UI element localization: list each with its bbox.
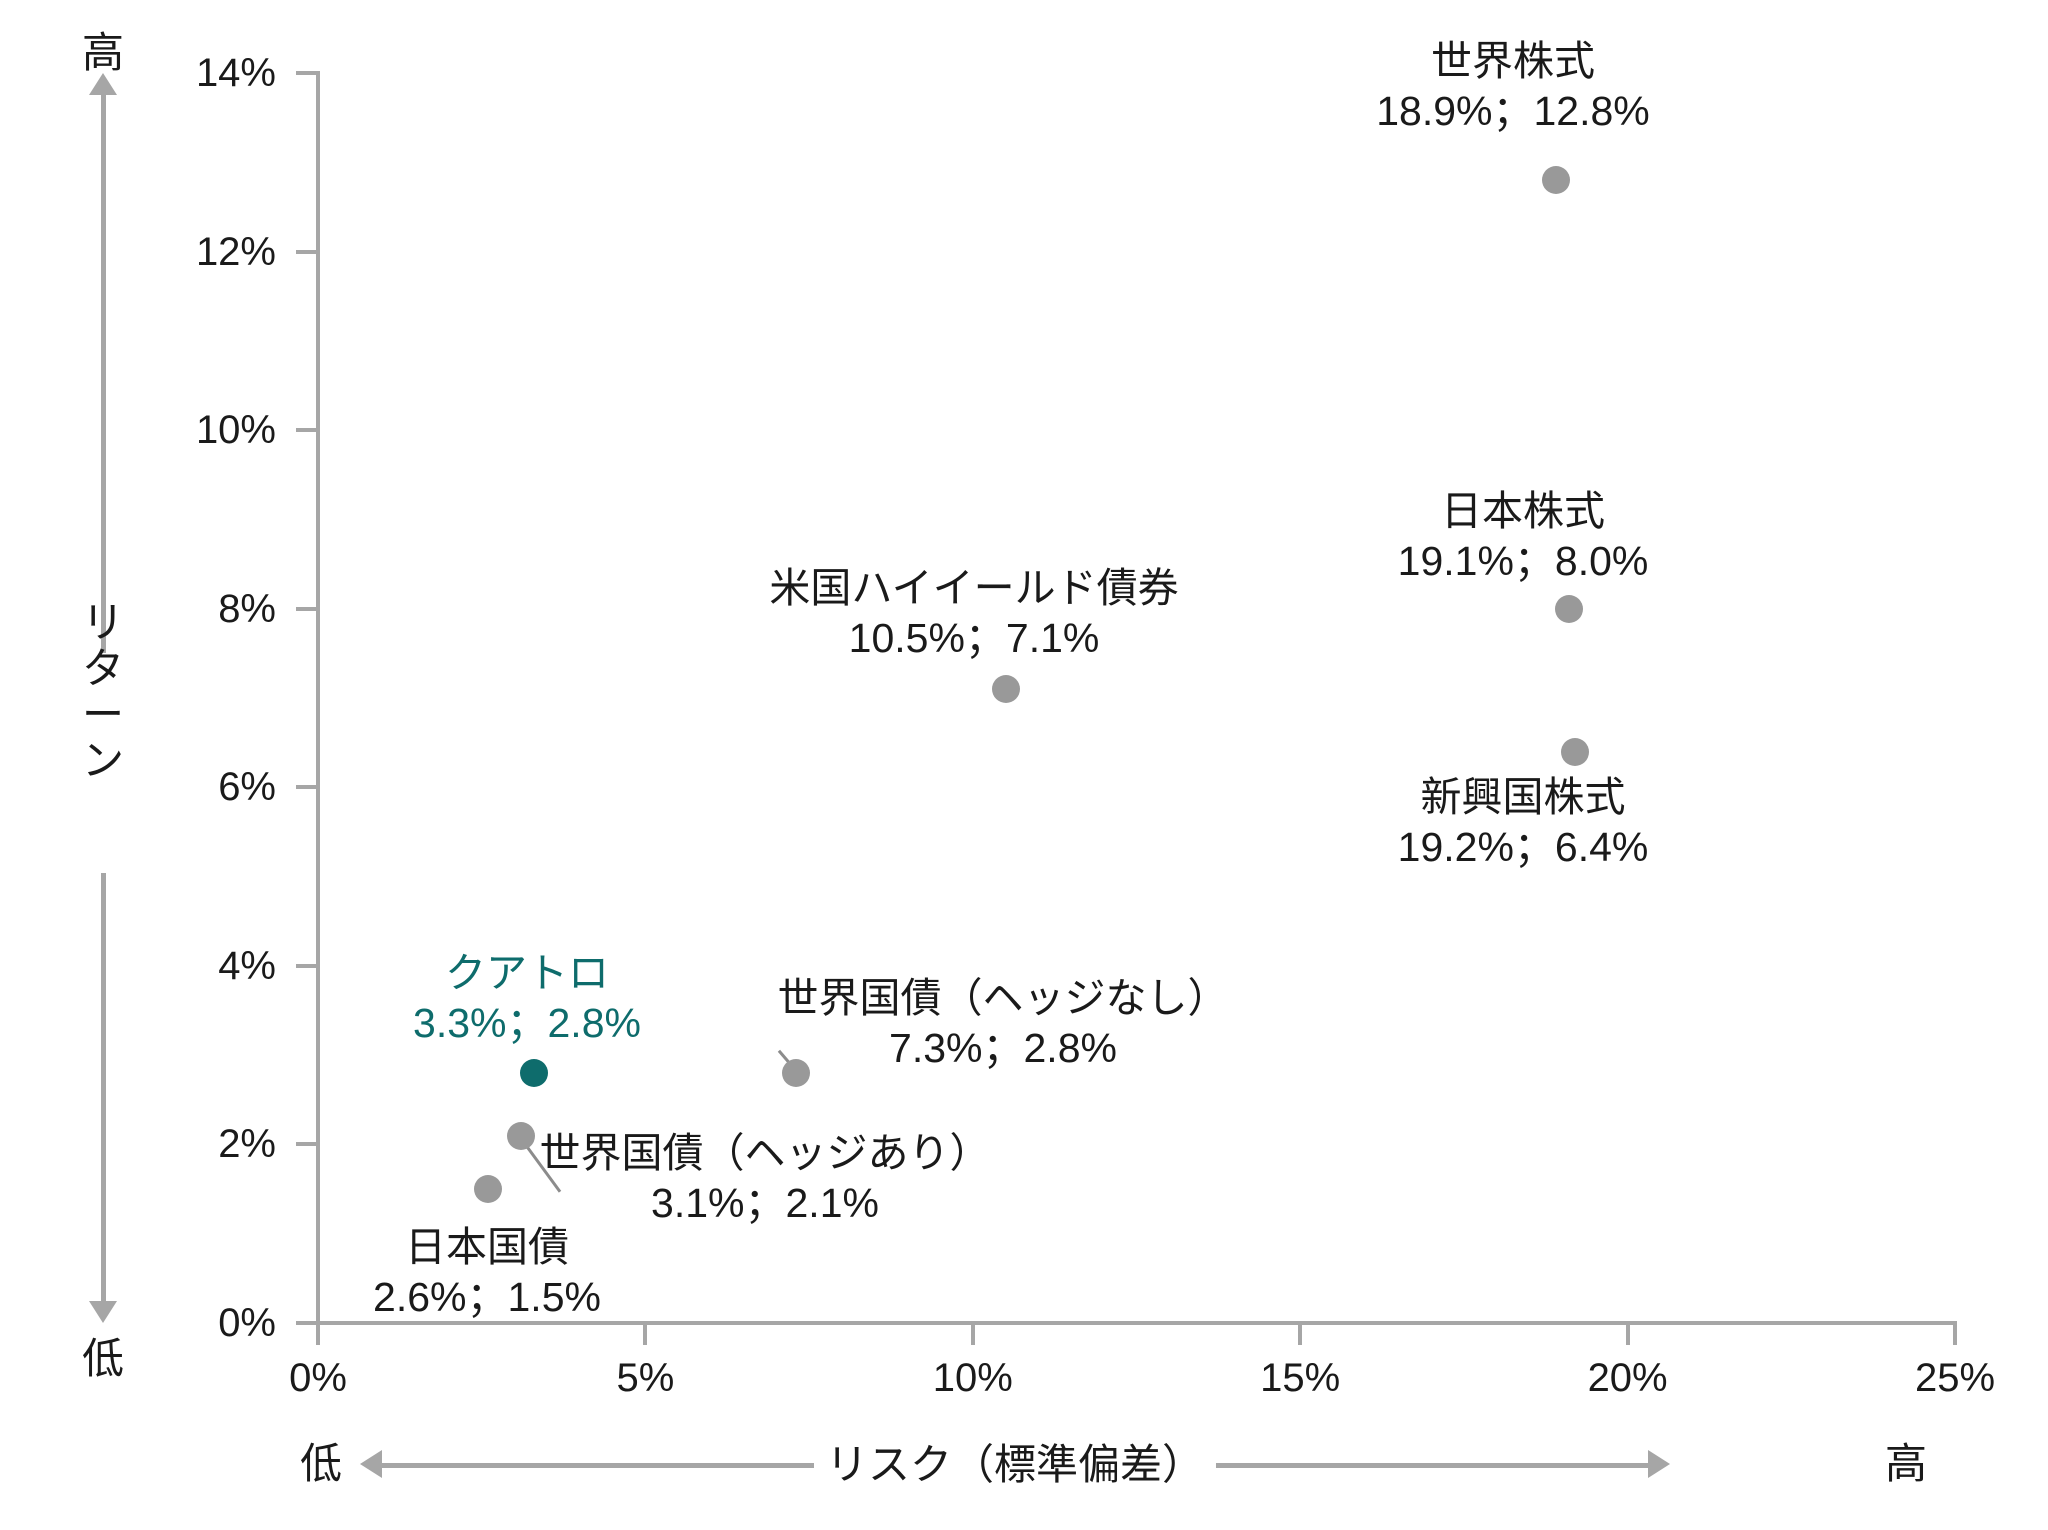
x-arrow-left-icon (360, 1450, 382, 1478)
x-axis-tick (970, 1323, 975, 1345)
data-point-value: 10.5%；7.1% (848, 615, 1100, 661)
data-point-value: 7.3%；2.8% (889, 1025, 1117, 1071)
x-axis-tick-label: 10% (932, 1356, 1013, 1400)
data-point-name: クアトロ (445, 950, 609, 996)
y-arrow-up-icon (89, 73, 117, 95)
data-point-label: 新興国株式 19.2%；6.4% (1398, 772, 1649, 872)
y-axis-tick-label: 0% (218, 1301, 276, 1345)
y-direction-arrow (86, 73, 120, 1323)
y-axis-tick (296, 785, 318, 790)
y-axis-tick (296, 606, 318, 611)
y-axis-low-label: 低 (82, 1335, 125, 1382)
data-point-marker[interactable] (1541, 166, 1570, 195)
x-axis-line (316, 1321, 1957, 1325)
x-axis-tick (316, 1323, 320, 1345)
x-axis-tick-label: 15% (1260, 1356, 1341, 1400)
data-point-value: 3.3%；2.8% (413, 1000, 641, 1046)
x-axis-tick (643, 1323, 648, 1345)
data-point-name: 世界国債（ヘッジなし） (777, 975, 1229, 1021)
data-point-marker[interactable] (782, 1059, 810, 1087)
y-axis-tick-label: 4% (218, 943, 276, 988)
x-axis-title: リスク（標準偏差） (813, 1444, 1217, 1486)
y-arrow-line-top (101, 93, 106, 653)
data-point-name: 米国ハイイールド債券 (769, 565, 1179, 611)
data-point-marker[interactable] (1554, 594, 1583, 623)
data-point-value: 19.2%；6.4% (1397, 824, 1649, 870)
y-axis-tick (296, 1142, 318, 1147)
data-point-marker[interactable] (474, 1175, 503, 1204)
y-axis-tick (296, 963, 318, 968)
data-point-name: 日本株式 (1441, 488, 1605, 534)
x-axis-tick-label: 20% (1587, 1356, 1668, 1400)
x-axis-tick-label: 25% (1914, 1356, 1996, 1400)
data-point-value: 19.1%；8.0% (1397, 538, 1649, 584)
x-axis-high-label: 高 (1885, 1440, 1928, 1487)
data-point-label: 米国ハイイールド債券 10.5%；7.1% (769, 563, 1178, 663)
data-point-marker[interactable] (1561, 737, 1590, 766)
data-point-name: 日本国債 (405, 1224, 569, 1270)
x-axis-tick-label: 0% (289, 1356, 347, 1400)
data-point-label: 世界国債（ヘッジなし） 7.3%；2.8% (778, 973, 1229, 1073)
data-point-name: 世界株式 (1430, 38, 1595, 84)
y-axis-tick (296, 428, 318, 433)
data-point-label: 世界株式 18.9%；12.8% (1376, 36, 1650, 136)
data-point-label: 日本株式 19.1%；8.0% (1398, 486, 1649, 586)
x-axis-tick (1298, 1323, 1303, 1345)
y-arrow-down-icon (89, 1301, 117, 1323)
y-axis-tick-label: 6% (218, 765, 276, 810)
data-point-label: クアトロ 3.3%；2.8% (413, 948, 641, 1048)
y-axis-tick (296, 249, 318, 254)
y-axis-title: リターン (81, 599, 124, 784)
data-point-value: 18.9%；12.8% (1376, 88, 1650, 134)
data-point-value: 2.6%；1.5% (373, 1274, 601, 1320)
x-arrow-right-icon (1648, 1450, 1670, 1478)
y-axis-tick (296, 1321, 318, 1325)
data-point-name: 世界国債（ヘッジあり） (539, 1130, 991, 1176)
data-point-label: 日本国債 2.6%；1.5% (373, 1222, 601, 1322)
x-axis-tick (1625, 1323, 1630, 1345)
data-point-label: 世界国債（ヘッジあり） 3.1%；2.1% (540, 1128, 991, 1228)
y-axis-tick-label: 10% (195, 408, 276, 453)
data-point-marker[interactable] (991, 675, 1020, 704)
y-axis-tick-label: 14% (195, 51, 276, 95)
data-point-marker[interactable] (506, 1121, 535, 1150)
y-axis-tick (296, 71, 318, 75)
data-point-name: 新興国株式 (1420, 774, 1626, 820)
x-axis-tick (1953, 1323, 1957, 1345)
y-axis-tick-label: 8% (218, 586, 276, 631)
data-point-value: 3.1%；2.1% (651, 1180, 879, 1226)
y-axis-tick-label: 2% (218, 1122, 276, 1167)
y-axis-line (316, 71, 320, 1325)
y-arrow-line-bottom (101, 873, 106, 1303)
data-point-marker[interactable] (520, 1059, 549, 1087)
y-axis-high-label: 高 (82, 29, 125, 76)
x-axis-low-label: 低 (300, 1440, 343, 1487)
x-direction-arrow: リスク（標準偏差） (360, 1444, 1670, 1486)
y-axis-tick-label: 12% (195, 229, 276, 274)
x-axis-tick-label: 5% (616, 1356, 675, 1400)
